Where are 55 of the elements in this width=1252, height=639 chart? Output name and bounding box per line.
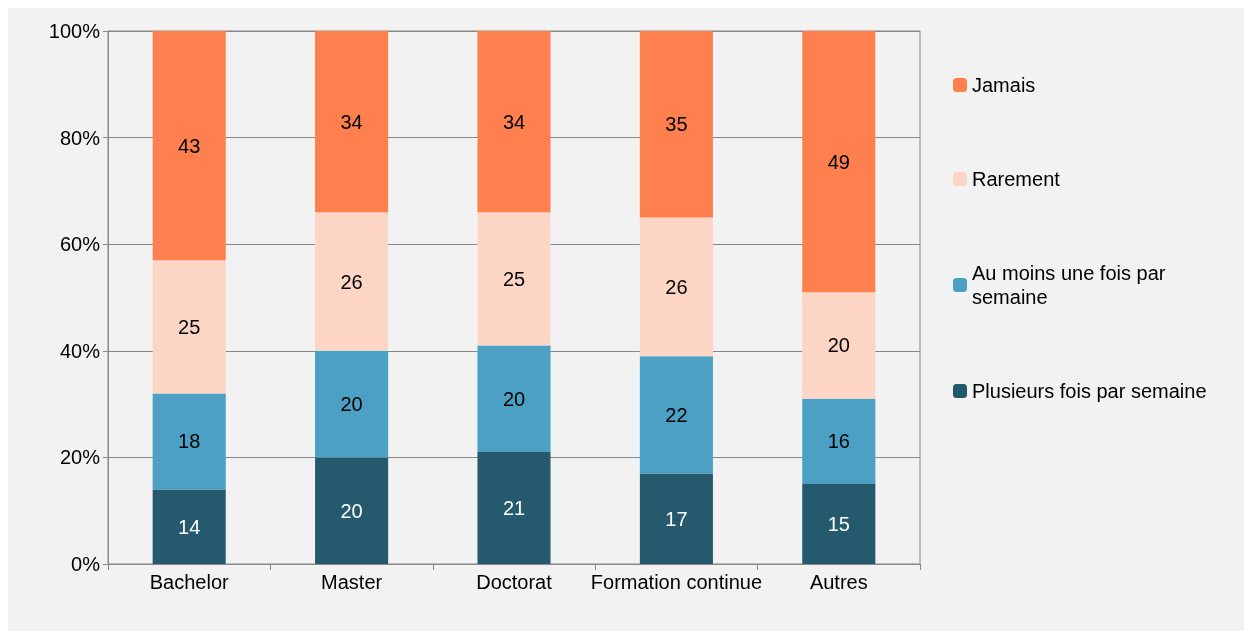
data-label: 34 xyxy=(502,110,526,133)
data-label: 26 xyxy=(340,270,363,293)
data-label: 14 xyxy=(178,515,201,538)
bar xyxy=(152,489,226,564)
bar xyxy=(315,350,389,458)
data-label: 17 xyxy=(665,507,688,530)
legend-label: Rarement xyxy=(972,168,1061,190)
bar xyxy=(802,31,876,293)
y-tick-label: 20% xyxy=(59,446,101,469)
bar xyxy=(802,398,876,485)
data-label: 34 xyxy=(340,110,363,133)
bar xyxy=(639,473,713,564)
data-label: 49 xyxy=(827,150,850,173)
data-label: 25 xyxy=(178,315,201,338)
bar xyxy=(802,484,876,564)
x-tick-label: Master xyxy=(321,571,383,593)
data-label: 20 xyxy=(827,334,850,357)
data-label: 16 xyxy=(827,430,850,453)
legend-label: Plusieurs fois par semaine xyxy=(972,380,1207,402)
data-label: 15 xyxy=(827,513,850,536)
bar xyxy=(315,212,389,351)
data-label: 18 xyxy=(178,430,201,453)
bar xyxy=(477,452,551,564)
data-label: 26 xyxy=(665,275,688,298)
data-label: 35 xyxy=(665,113,688,136)
bar xyxy=(802,292,876,399)
bar xyxy=(639,356,713,474)
bar xyxy=(315,457,389,564)
data-label: 22 xyxy=(665,403,688,426)
y-tick-label: 0% xyxy=(71,553,101,575)
data-label: 20 xyxy=(502,387,526,410)
data-label: 20 xyxy=(340,393,363,416)
legend-label: Jamais xyxy=(972,74,1036,96)
data-label: 25 xyxy=(502,267,526,290)
y-tick-label: 80% xyxy=(59,126,101,149)
x-tick-label: Bachelor xyxy=(149,571,230,593)
legend-label: Au moins une fois par semaine xyxy=(972,262,1171,308)
bar xyxy=(152,31,226,261)
x-tick-label: Doctorat xyxy=(476,571,553,593)
bar xyxy=(477,31,551,213)
x-tick-label: Autres xyxy=(809,571,868,593)
y-tick-label: 60% xyxy=(59,233,101,256)
data-label: 21 xyxy=(502,497,526,520)
y-tick-label: 40% xyxy=(59,339,101,362)
data-label: 43 xyxy=(178,134,201,157)
y-tick-label: 100% xyxy=(48,20,101,42)
bar xyxy=(152,393,226,490)
x-tick-label: Formation continue xyxy=(590,571,762,593)
bar xyxy=(639,217,713,357)
bar xyxy=(477,212,551,346)
bar xyxy=(315,31,389,213)
bar xyxy=(477,345,551,453)
bar xyxy=(152,260,226,394)
bar xyxy=(639,31,713,218)
data-label: 20 xyxy=(340,499,363,522)
